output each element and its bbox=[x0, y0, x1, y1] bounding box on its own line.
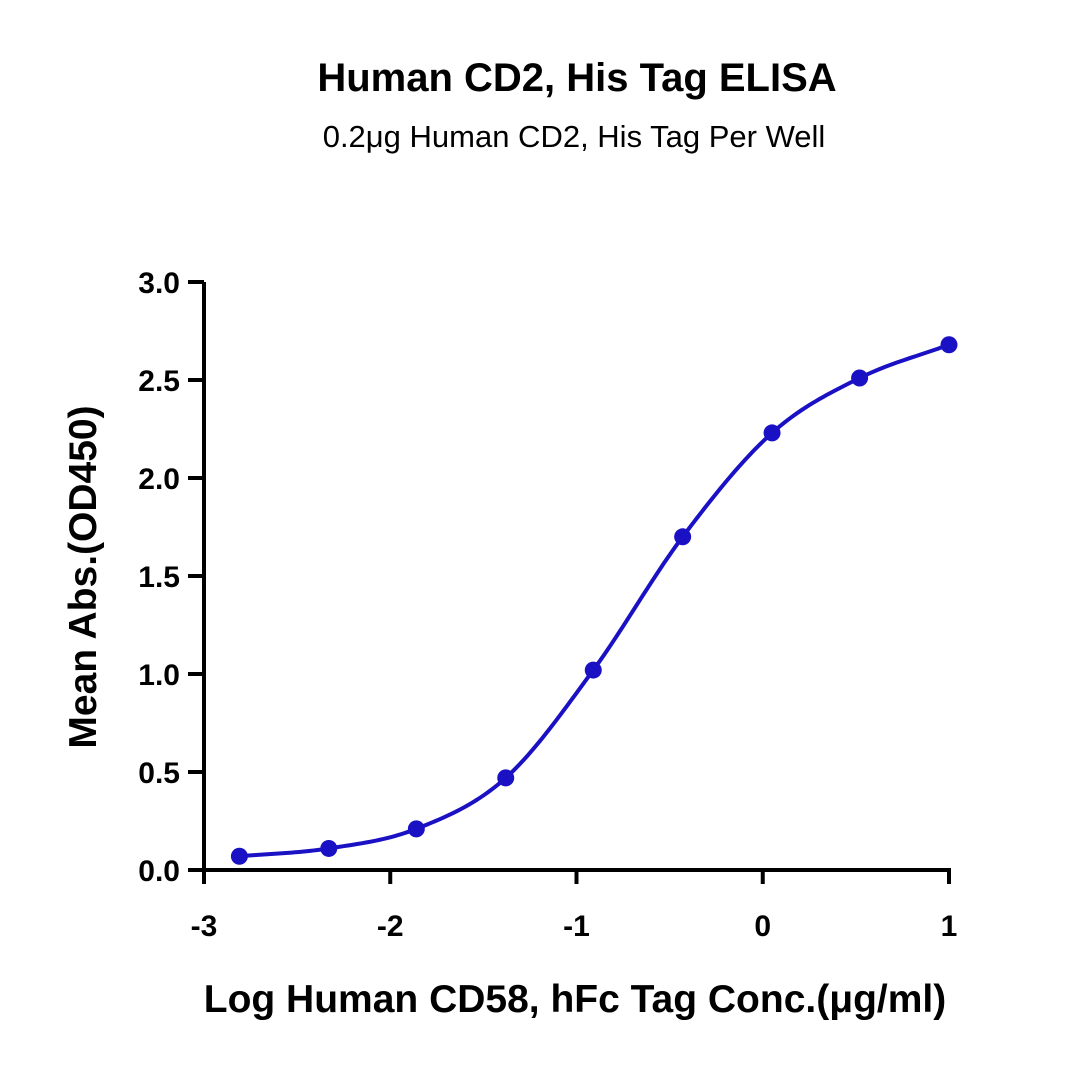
chart-subtitle: 0.2μg Human CD2, His Tag Per Well bbox=[323, 119, 826, 154]
data-point bbox=[940, 336, 958, 354]
y-axis-label: Mean Abs.(OD450) bbox=[62, 405, 105, 748]
x-tick-label: -3 bbox=[191, 910, 218, 943]
data-marks bbox=[230, 336, 958, 865]
data-point bbox=[497, 769, 515, 787]
fit-curve bbox=[237, 342, 951, 859]
axes: 0.0 0.5 1.0 1.5 2.0 2.5 3.0 -3 -2 -1 0 1 bbox=[138, 267, 957, 943]
data-point bbox=[674, 528, 692, 546]
y-tick-label: 1.5 bbox=[138, 561, 180, 594]
x-axis-label: Log Human CD58, hFc Tag Conc.(μg/ml) bbox=[204, 978, 947, 1021]
y-tick-label: 3.0 bbox=[138, 267, 180, 300]
y-tick-label: 0.5 bbox=[138, 757, 180, 790]
chart-title: Human CD2, His Tag ELISA bbox=[317, 56, 836, 100]
data-point bbox=[407, 820, 425, 838]
y-tick-label: 1.0 bbox=[138, 659, 180, 692]
y-tick-label: 2.0 bbox=[138, 463, 180, 496]
data-point bbox=[763, 424, 781, 442]
data-point bbox=[584, 661, 602, 679]
data-point bbox=[320, 839, 338, 857]
y-tick-label: 0.0 bbox=[138, 855, 180, 888]
x-tick-label: -2 bbox=[377, 910, 404, 943]
data-point bbox=[851, 369, 869, 387]
x-tick-label: 1 bbox=[941, 910, 958, 943]
x-tick-label: 0 bbox=[754, 910, 771, 943]
x-tick-label: -1 bbox=[563, 910, 590, 943]
y-tick-label: 2.5 bbox=[138, 365, 180, 398]
data-point bbox=[230, 847, 248, 865]
